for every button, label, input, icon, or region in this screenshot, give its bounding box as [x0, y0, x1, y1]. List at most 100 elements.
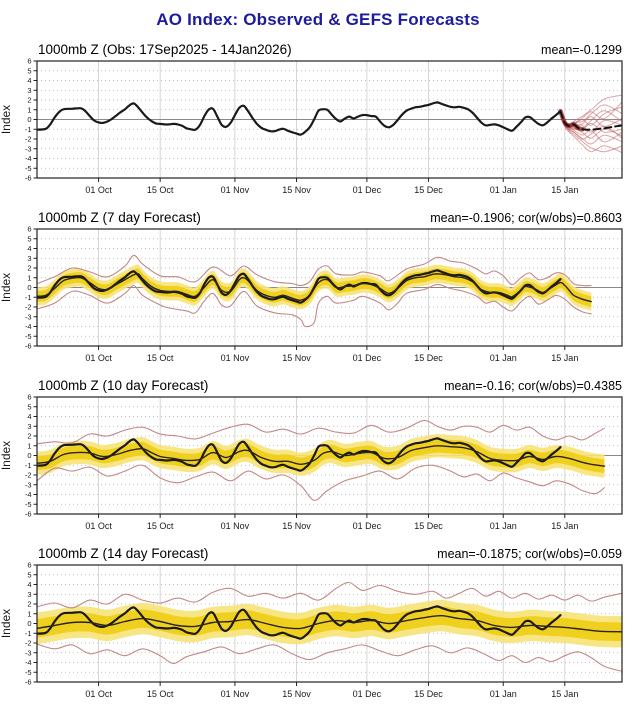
x-tick-label: 01 Oct: [85, 521, 112, 531]
x-tick-label: 15 Jan: [551, 689, 578, 699]
y-tick-label: 1: [27, 441, 31, 450]
y-tick-label: -6: [25, 342, 32, 351]
y-tick-label: -6: [25, 174, 32, 183]
x-tick-label: 01 Oct: [85, 689, 112, 699]
y-tick-label: 2: [27, 264, 31, 273]
x-tick-label: 15 Dec: [414, 185, 443, 195]
y-tick-label: -3: [25, 480, 32, 489]
x-tick-label: 15 Jan: [551, 521, 578, 531]
x-tick-label: 01 Jan: [490, 353, 517, 363]
panel-observed: 1000mb Z (Obs: 17Sep2025 - 14Jan2026) me…: [0, 42, 636, 206]
x-tick-label: 15 Oct: [147, 689, 174, 699]
y-tick-label: 3: [27, 422, 31, 431]
y-tick-label: 3: [27, 590, 31, 599]
y-tick-label: 0: [27, 451, 31, 460]
series-group: [37, 254, 592, 328]
x-tick-label: 01 Oct: [85, 353, 112, 363]
forecast-mean-line: [37, 272, 592, 303]
panel-header: 1000mb Z (Obs: 17Sep2025 - 14Jan2026) me…: [0, 42, 636, 58]
y-tick-label: 5: [27, 402, 31, 411]
x-tick-label: 01 Dec: [353, 689, 382, 699]
y-tick-label: 6: [27, 58, 31, 66]
page-title: AO Index: Observed & GEFS Forecasts: [156, 10, 480, 29]
y-tick-label: -2: [25, 303, 32, 312]
y-tick-label: -6: [25, 678, 32, 687]
y-tick-label: 6: [27, 394, 31, 402]
y-tick-label: -4: [25, 154, 32, 163]
y-tick-label: -5: [25, 164, 32, 173]
y-tick-label: -1: [25, 293, 32, 302]
x-tick-label: 15 Dec: [414, 689, 443, 699]
envelope-upper-line: [37, 419, 605, 445]
observed-line: [37, 101, 562, 136]
x-tick-label: 15 Nov: [282, 353, 311, 363]
ensemble-member-line: [559, 110, 622, 154]
x-tick-label: 01 Nov: [221, 185, 250, 195]
x-tick-label: 01 Dec: [353, 353, 382, 363]
x-tick-label: 15 Dec: [414, 521, 443, 531]
y-tick-label: -5: [25, 332, 32, 341]
y-tick-label: -4: [25, 490, 32, 499]
y-tick-label: -1: [25, 629, 32, 638]
x-tick-label: 01 Nov: [221, 689, 250, 699]
series-group: [37, 419, 606, 501]
x-tick-label: 01 Jan: [490, 521, 517, 531]
ensemble-mean-dashed-line: [559, 110, 622, 131]
y-tick-label: -4: [25, 322, 32, 331]
x-tick-label: 15 Dec: [414, 353, 443, 363]
y-tick-label: -2: [25, 639, 32, 648]
forecast-mean-line: [37, 445, 606, 467]
y-tick-label: 1: [27, 609, 31, 618]
x-tick-label: 01 Dec: [353, 185, 382, 195]
panel-stats: mean=-0.1875; cor(w/obs)=0.059: [437, 547, 622, 561]
x-tick-label: 15 Oct: [147, 185, 174, 195]
y-tick-label: 5: [27, 234, 31, 243]
x-tick-label: 01 Dec: [353, 521, 382, 531]
series-group: [37, 581, 622, 672]
panel-title: 1000mb Z (10 day Forecast): [38, 378, 209, 393]
y-tick-label: 6: [27, 226, 31, 234]
y-tick-label: 1: [27, 105, 31, 114]
panel-header: 1000mb Z (14 day Forecast) mean=-0.1875;…: [0, 546, 636, 562]
y-tick-label: 2: [27, 432, 31, 441]
y-tick-label: 4: [27, 412, 31, 421]
forecast-mean-line: [37, 614, 622, 633]
panel-title: 1000mb Z (Obs: 17Sep2025 - 14Jan2026): [38, 42, 292, 57]
observed-line: [37, 437, 562, 472]
panel-stats: mean=-0.1299: [541, 43, 622, 57]
x-tick-label: 01 Jan: [490, 689, 517, 699]
y-tick-label: 4: [27, 580, 31, 589]
grid: [37, 61, 622, 178]
envelope-lower-line: [37, 284, 592, 328]
y-tick-label: 4: [27, 76, 31, 85]
panel-stats: mean=-0.1906; cor(w/obs)=0.8603: [430, 211, 622, 225]
y-tick-label: 0: [27, 619, 31, 628]
y-tick-label: 0: [27, 283, 31, 292]
y-tick-label: 5: [27, 570, 31, 579]
y-axis-label: Index: [0, 441, 13, 470]
y-tick-label: -6: [25, 510, 32, 519]
panel-14day-forecast: 1000mb Z (14 day Forecast) mean=-0.1875;…: [0, 546, 636, 710]
y-tick-label: -4: [25, 658, 32, 667]
y-tick-label: -2: [25, 471, 32, 480]
x-tick-label: 15 Nov: [282, 689, 311, 699]
y-tick-label: -1: [25, 125, 32, 134]
y-tick-label: 6: [27, 562, 31, 570]
x-tick-label: 15 Jan: [551, 185, 578, 195]
x-tick-label: 15 Nov: [282, 521, 311, 531]
panel-7day-forecast: 1000mb Z (7 day Forecast) mean=-0.1906; …: [0, 210, 636, 374]
x-tick-label: 01 Nov: [221, 353, 250, 363]
y-tick-label: 1: [27, 273, 31, 282]
panel-header: 1000mb Z (7 day Forecast) mean=-0.1906; …: [0, 210, 636, 226]
y-tick-label: 3: [27, 254, 31, 263]
x-tick-label: 01 Nov: [221, 521, 250, 531]
y-tick-label: -3: [25, 648, 32, 657]
